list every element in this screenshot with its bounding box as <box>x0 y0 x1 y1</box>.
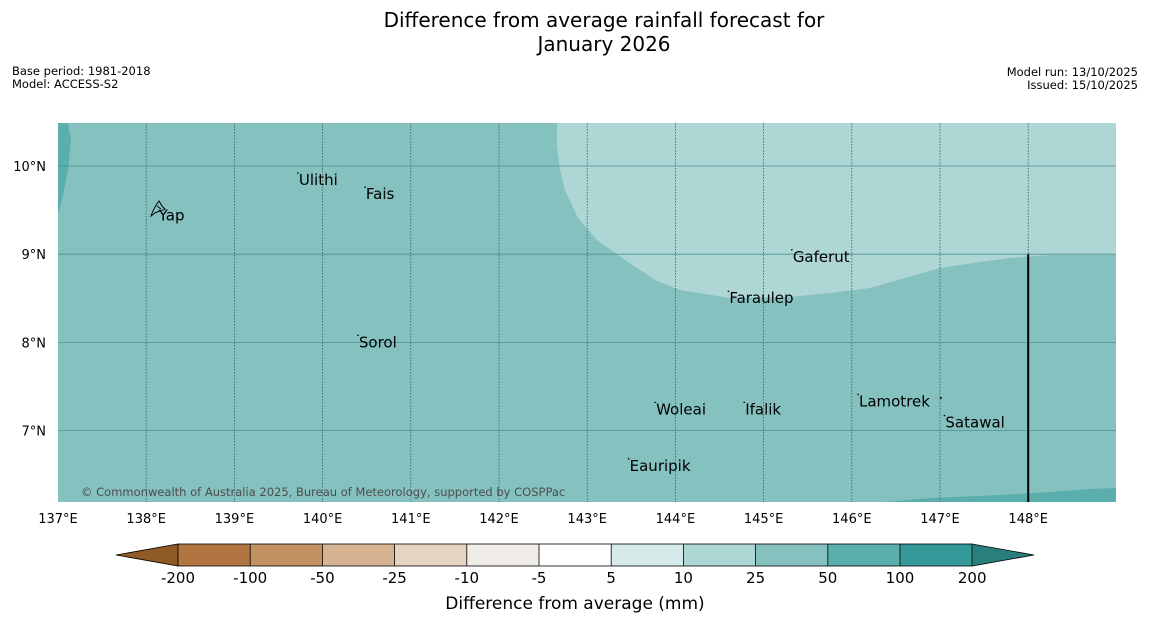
island-marker <box>627 458 630 460</box>
colorbar-extend-low <box>115 543 179 567</box>
colorbar-bin <box>611 544 684 566</box>
place-satawal: Satawal <box>943 414 1005 432</box>
place-label: Faraulep <box>729 289 793 307</box>
latitude-tick-label: 8°N <box>22 336 47 351</box>
place-ifalik: Ifalik <box>743 400 781 418</box>
colorbar-tick-label: 50 <box>818 569 837 587</box>
gridlines <box>58 123 1116 502</box>
longitude-labels: 137°E 138°E 139°E 140°E 141°E 142°E 143°E 144°E… <box>38 512 1048 527</box>
islet-marker <box>939 396 942 399</box>
longitude-tick-label: 137°E <box>38 512 78 527</box>
run-info: Model run: 13/10/2025 Issued: 15/10/2025 <box>1007 66 1138 92</box>
copyright-text: © Commonwealth of Australia 2025, Bureau… <box>81 485 565 499</box>
longitude-tick-label: 147°E <box>920 512 960 527</box>
yap-island-outline <box>150 200 166 218</box>
model-run-text: Model run: 13/10/2025 <box>1006 65 1138 79</box>
island-marker <box>857 393 859 396</box>
place-label: Lamotrek <box>859 392 930 410</box>
colorbar-bin <box>250 544 323 566</box>
colorbar-bin <box>394 544 468 566</box>
colorbar-labels: -200 -100 -50 -25 -10 -5 5 10 25 50 100 200 <box>161 569 987 587</box>
place-label: Ifalik <box>745 400 781 418</box>
colorbar-tick-label: -200 <box>161 569 195 587</box>
model-text: Model: ACCESS-S2 <box>12 77 119 91</box>
colorbar-tick-label: 5 <box>606 569 616 587</box>
colorbar-tick-label: 10 <box>674 569 693 587</box>
colorbar-bin <box>322 544 396 566</box>
island-marker <box>727 290 730 293</box>
place-gaferut: Gaferut <box>791 248 850 266</box>
island-marker <box>943 414 946 417</box>
place-faraulep: Faraulep <box>727 289 794 307</box>
latitude-labels: 10°N 9°N 8°N 7°N <box>13 160 46 440</box>
island-marker <box>357 334 359 337</box>
island-marker <box>364 186 366 188</box>
longitude-tick-label: 145°E <box>744 512 784 527</box>
place-label: Yap <box>158 206 185 224</box>
longitude-tick-label: 148°E <box>1008 512 1048 527</box>
latitude-tick-label: 10°N <box>13 160 46 175</box>
latitude-tick-label: 9°N <box>22 248 47 263</box>
island-marker <box>297 172 299 174</box>
colorbar-bin <box>683 544 757 566</box>
island-marker <box>743 401 745 404</box>
place-woleai: Woleai <box>654 400 706 418</box>
place-label: Eauripik <box>630 457 691 475</box>
colorbar-bin <box>466 544 540 566</box>
colorbar-tick-label: 100 <box>886 569 915 587</box>
colorbar-bin <box>539 544 612 566</box>
longitude-tick-label: 146°E <box>832 512 872 527</box>
place-label: Woleai <box>656 400 706 418</box>
place-eauripik: Eauripik <box>627 457 691 475</box>
colorbar-bin <box>900 544 973 566</box>
colorbar-extend-high <box>971 543 1035 567</box>
longitude-tick-label: 140°E <box>303 512 343 527</box>
place-fais: Fais <box>364 185 395 203</box>
colorbar-bin <box>755 544 829 566</box>
island-marker <box>791 248 793 251</box>
place-label: Ulithi <box>299 171 338 189</box>
place-sorol: Sorol <box>357 333 397 351</box>
place-label: Satawal <box>945 414 1004 432</box>
colorbar-tick-label: 200 <box>958 569 987 587</box>
title-line-2: January 2026 <box>537 32 671 56</box>
place-yap: Yap <box>158 206 185 224</box>
map-title: Difference from average rainfall forecas… <box>0 8 1150 56</box>
anomaly-region-25-50-south <box>885 488 1116 502</box>
map-panel: Yap Ulithi Fais Gaferut Faraulep Sorol Lamotre… <box>58 123 1116 502</box>
island-marker <box>654 401 656 404</box>
title-line-1: Difference from average rainfall forecas… <box>383 8 825 32</box>
longitude-tick-label: 139°E <box>215 512 255 527</box>
colorbar-tick-label: -100 <box>233 569 267 587</box>
longitude-tick-label: 138°E <box>126 512 166 527</box>
colorbar-bin <box>827 544 901 566</box>
place-label: Fais <box>366 185 395 203</box>
longitude-tick-label: 143°E <box>567 512 607 527</box>
place-label: Gaferut <box>793 248 850 266</box>
colorbar-tick-label: 25 <box>746 569 765 587</box>
longitude-tick-label: 144°E <box>656 512 696 527</box>
model-info: Base period: 1981-2018 Model: ACCESS-S2 <box>12 65 151 91</box>
place-labels: Yap Ulithi Fais Gaferut Faraulep Sorol Lamotre… <box>158 171 1005 475</box>
anomaly-region-25-50-west <box>58 123 71 215</box>
colorbar: -200 -100 -50 -25 -10 -5 5 10 25 50 100 200 <box>115 543 1035 587</box>
colorbar-title: Difference from average (mm) <box>445 594 705 614</box>
issued-text: Issued: 15/10/2025 <box>1027 78 1138 92</box>
place-label: Sorol <box>359 333 397 351</box>
longitude-tick-label: 141°E <box>391 512 431 527</box>
colorbar-tick-label: -10 <box>455 569 480 587</box>
colorbar-tick-label: -50 <box>310 569 335 587</box>
place-ulithi: Ulithi <box>297 171 338 189</box>
latitude-tick-label: 7°N <box>22 425 47 440</box>
colorbar-tick-label: -5 <box>532 569 547 587</box>
colorbar-tick-label: -25 <box>382 569 407 587</box>
colorbar-bin <box>178 544 251 566</box>
colorbar-bins <box>178 544 973 566</box>
base-period-text: Base period: 1981-2018 <box>12 64 151 78</box>
colorbar-frame <box>177 543 973 567</box>
longitude-tick-label: 142°E <box>479 512 519 527</box>
place-lamotrek: Lamotrek <box>857 392 930 410</box>
